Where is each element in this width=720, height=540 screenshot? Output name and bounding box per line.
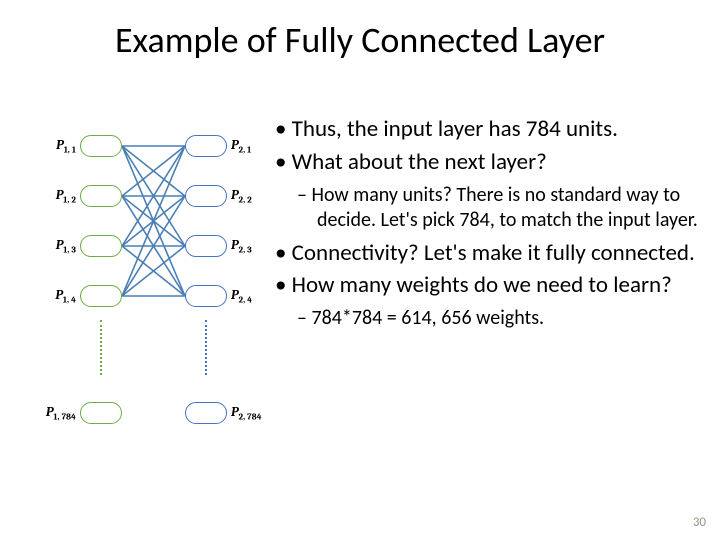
neuron-node (185, 135, 227, 157)
neuron-node (80, 185, 122, 207)
slide-title: Example of Fully Connected Layer (0, 18, 720, 62)
neuron-label: P1, 784 (46, 405, 76, 423)
neuron-node (80, 402, 122, 424)
page-number: 30 (693, 515, 706, 530)
neuron-label: P2, 3 (231, 238, 252, 256)
neuron-node (185, 185, 227, 207)
neuron-label: P1, 3 (56, 238, 76, 256)
bullet-level-2: How many units? There is no standard way… (265, 183, 705, 233)
bullet-level-1: What about the next layer? (265, 148, 705, 177)
bullet-level-1: Thus, the input layer has 784 units. (265, 115, 705, 144)
network-diagram: P1, 1 P1, 2 P1, 3 P1, 4 P1, 784 P2, 1 P2, 2 P2,… (20, 120, 250, 520)
neuron-node (185, 285, 227, 307)
neuron-label: P1, 2 (56, 188, 76, 206)
neuron-label: P1, 1 (56, 138, 76, 156)
neuron-node (185, 402, 227, 424)
neuron-node (80, 235, 122, 257)
neuron-label: P1, 4 (55, 288, 76, 306)
ellipsis-line (205, 320, 207, 375)
bullet-level-2: 784*784 = 614, 656 weights. (265, 306, 705, 331)
bullet-level-1: Connectivity? Let's make it fully connec… (265, 239, 705, 268)
edges-svg (20, 120, 250, 440)
neuron-label: P2, 784 (231, 405, 262, 423)
ellipsis-line (100, 320, 102, 375)
neuron-node (80, 135, 122, 157)
neuron-label: P2, 2 (231, 188, 252, 206)
neuron-label: P2, 4 (231, 288, 252, 306)
neuron-label: P2, 1 (231, 138, 251, 156)
neuron-node (80, 285, 122, 307)
bullet-level-1: How many weights do we need to learn? (265, 271, 705, 300)
slide-body: Thus, the input layer has 784 units. What… (265, 115, 705, 337)
neuron-node (185, 235, 227, 257)
